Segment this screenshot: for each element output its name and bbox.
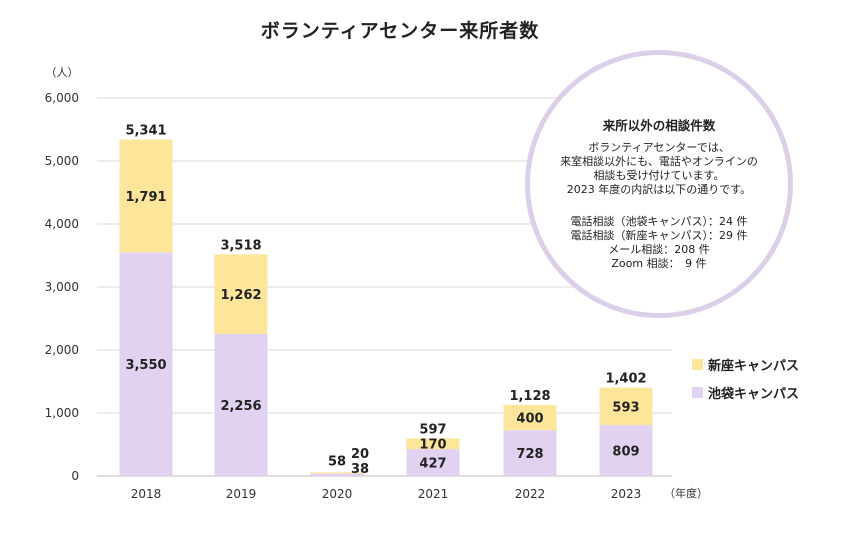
total-label: 1,402 (605, 372, 646, 387)
legend-label-shinza: 新座キャンパス (708, 358, 800, 374)
data-label-ikebukuro: 3,550 (125, 358, 166, 373)
data-label-ikebukuro: 427 (419, 457, 446, 472)
info-title: 来所以外の相談件数 (602, 118, 716, 133)
bar-shinza-2018 (119, 139, 173, 253)
y-tick-label: 4,000 (45, 217, 79, 231)
x-tick-label: 2018 (131, 487, 162, 501)
bar-ikebukuro-2018 (119, 252, 173, 476)
data-label-shinza: 20 (351, 447, 369, 462)
x-tick-label: 2023 (611, 487, 642, 501)
chart-title: ボランティアセンター来所者数 (260, 20, 540, 42)
data-label-shinza: 593 (612, 400, 639, 415)
bar-shinza-2019 (214, 254, 268, 334)
x-unit-label: （年度） (664, 486, 708, 500)
data-label-shinza: 400 (516, 412, 543, 427)
bar-ikebukuro-2022 (503, 430, 557, 476)
info-body-line: 2023 年度の内訳は以下の通りです。 (566, 183, 752, 196)
total-label: 5,341 (125, 124, 166, 139)
data-label-ikebukuro: 809 (612, 445, 639, 460)
info-detail-phone-niiza: 電話相談（新座キャンパス）：29 件 (570, 229, 748, 242)
total-label: 597 (419, 422, 446, 437)
y-tick-label: 6,000 (45, 91, 79, 105)
data-label-ikebukuro: 728 (516, 447, 543, 462)
y-tick-label: 3,000 (45, 280, 79, 294)
info-detail-email: メール相談：208 件 (608, 243, 710, 256)
legend-swatch-shinza (692, 358, 703, 370)
info-callout: 来所以外の相談件数 ボランティアセンターでは、 来室相談以外にも、電話やオンライ… (525, 50, 793, 318)
y-tick-label: 0 (71, 469, 79, 483)
legend-item-shinza: 新座キャンパス (692, 355, 800, 374)
legend-item-ikebukuro: 池袋キャンパス (692, 383, 800, 402)
info-detail-phone-ikebukuro: 電話相談（池袋キャンパス）：24 件 (570, 215, 748, 228)
x-tick-label: 2022 (515, 487, 546, 501)
total-label: 3,518 (220, 238, 261, 253)
bar-shinza-2023 (599, 387, 653, 426)
y-tick-label: 2,000 (45, 343, 79, 357)
legend-swatch-ikebukuro (692, 386, 703, 398)
bar-ikebukuro-2020 (310, 473, 364, 476)
data-label-ikebukuro: 38 (351, 462, 369, 477)
data-label-shinza: 1,791 (125, 190, 166, 205)
x-tick-label: 2020 (322, 487, 353, 501)
x-tick-label: 2019 (226, 487, 257, 501)
data-label-shinza: 170 (419, 438, 446, 453)
data-label-ikebukuro: 2,256 (220, 399, 261, 414)
bar-ikebukuro-2019 (214, 333, 268, 476)
info-body-line: ボランティアセンターでは、 (588, 141, 730, 154)
info-detail-zoom: Zoom 相談： 9 件 (611, 257, 707, 270)
info-body: ボランティアセンターでは、 来室相談以外にも、電話やオンラインの 相談も受け付け… (530, 141, 788, 197)
bar-shinza-2020 (310, 472, 364, 474)
info-body-line: 相談も受け付けています。 (593, 169, 725, 182)
info-details: 電話相談（池袋キャンパス）：24 件 電話相談（新座キャンパス）：29 件 メー… (530, 215, 788, 271)
y-unit-label: （人） (46, 66, 79, 79)
y-tick-label: 5,000 (45, 154, 79, 168)
bar-ikebukuro-2023 (599, 425, 653, 476)
data-label-shinza: 1,262 (220, 288, 261, 303)
total-label: 58 (328, 454, 346, 469)
bar-shinza-2022 (503, 404, 557, 431)
bar-ikebukuro-2021 (406, 449, 460, 476)
info-body-line: 来室相談以外にも、電話やオンラインの (560, 155, 758, 168)
bar-shinza-2021 (406, 438, 460, 450)
y-tick-label: 1,000 (45, 406, 79, 420)
legend-label-ikebukuro: 池袋キャンパス (708, 386, 800, 402)
x-tick-label: 2021 (418, 487, 449, 501)
total-label: 1,128 (509, 389, 550, 404)
